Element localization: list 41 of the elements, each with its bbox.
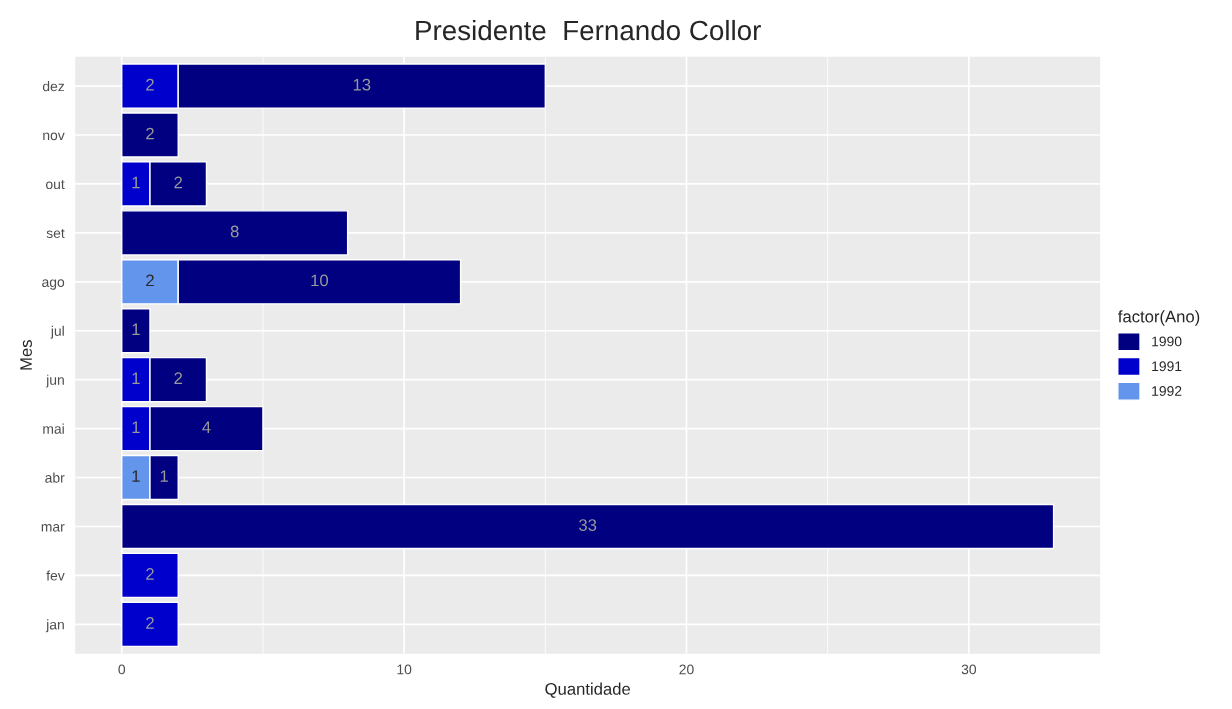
y-tick-label: mar [41, 524, 65, 532]
data-label: 13 [353, 78, 371, 91]
data-label: 2 [146, 274, 154, 287]
y-tick-label: nov [43, 132, 65, 141]
y-axis-title: Mes [20, 340, 32, 370]
y-tick-label: out [46, 180, 65, 190]
y-tick-label: ago [42, 279, 65, 290]
data-label: 2 [146, 78, 154, 91]
data-label: 1 [132, 470, 140, 482]
y-tick-label: mai [43, 423, 64, 434]
x-tick-label: 30 [961, 664, 977, 675]
data-label: 1 [132, 176, 140, 189]
data-label: 2 [174, 372, 183, 384]
data-label: 1 [132, 323, 140, 336]
legend-label: 1992 [1152, 386, 1182, 396]
data-label: 33 [579, 519, 597, 531]
x-tick-label: 10 [397, 664, 412, 675]
y-tick-label: abr [45, 472, 65, 483]
data-label: 1 [132, 372, 140, 384]
data-label: 2 [146, 617, 154, 629]
y-tick-label: jun [45, 374, 64, 388]
legend-label: 1990 [1152, 336, 1182, 347]
data-label: 2 [146, 127, 154, 140]
chart-title: Presidente Fernando Collor [416, 19, 761, 41]
y-tick-label: fev [46, 570, 65, 581]
data-label: 2 [146, 568, 154, 580]
x-axis-title: Quantidade [545, 682, 631, 698]
data-label: 10 [311, 274, 329, 287]
x-tick-label: 0 [118, 664, 126, 675]
data-label: 1 [160, 470, 168, 482]
y-tick-label: set [46, 228, 65, 239]
legend-label: 1991 [1152, 361, 1182, 372]
y-tick-label: jan [45, 619, 64, 633]
data-label: 1 [132, 421, 140, 433]
y-tick-label: dez [42, 81, 65, 92]
data-label: 8 [230, 225, 239, 238]
data-label: 4 [202, 421, 211, 433]
legend-title: factor(Ano) [1118, 310, 1200, 326]
y-tick-label: jul [50, 325, 64, 339]
data-label: 2 [174, 176, 183, 189]
x-tick-label: 20 [679, 664, 694, 675]
